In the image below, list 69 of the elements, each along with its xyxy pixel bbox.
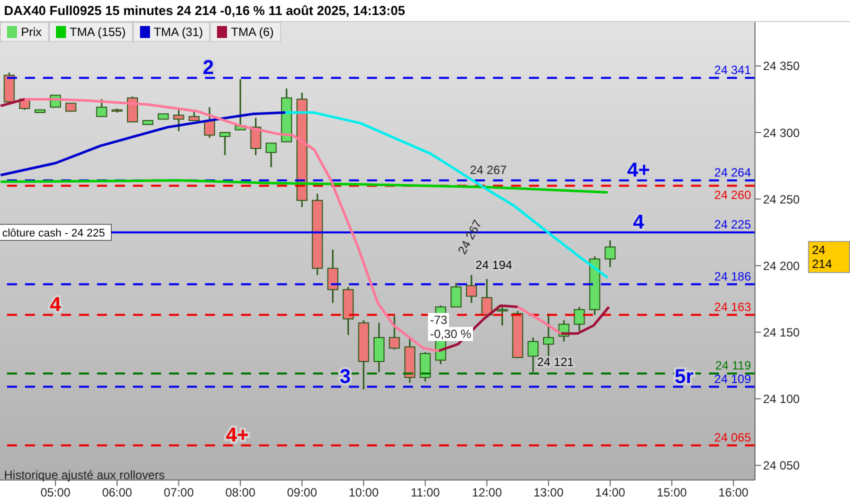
annotation: -73 [428, 313, 450, 327]
candlestick [173, 109, 184, 132]
candlestick [466, 274, 477, 304]
candlestick [574, 306, 585, 332]
candlestick [496, 304, 508, 326]
annotation: 4 [632, 211, 645, 234]
candlestick [528, 336, 539, 373]
y-tick-label: 24 200 [763, 258, 800, 273]
y-tick-label: 24 250 [763, 192, 800, 206]
candlestick [420, 351, 431, 382]
ref-line-label: 24 341 [714, 62, 752, 77]
ref-line-label: 24 225 [714, 217, 752, 232]
annotation: 2 [202, 56, 214, 79]
x-tick-label: 15:00 [656, 486, 688, 500]
legend-label: TMA (31) [154, 25, 204, 39]
x-tick-label: 06:00 [102, 486, 132, 500]
x-tick-label: 11:00 [410, 486, 440, 500]
candlestick [481, 278, 492, 318]
candlestick [219, 132, 230, 156]
candlestick [543, 312, 554, 358]
candlestick [266, 142, 277, 168]
ref-line-label: 24 264 [714, 165, 752, 180]
y-tick-label: 24 300 [763, 126, 800, 140]
annotation: 24 194 [475, 258, 513, 272]
y-tick-label: 24 050 [763, 458, 800, 473]
ref-line-label: 24 163 [714, 300, 752, 314]
x-tick-label: 05:00 [40, 486, 71, 500]
line-series [0, 111, 287, 176]
legend-label: TMA (155) [70, 25, 126, 39]
x-tick-label: 16:00 [718, 486, 749, 500]
candlestick [604, 240, 616, 268]
annotation: 24 267 [455, 218, 485, 257]
candlestick [388, 315, 400, 350]
x-tick-label: 08:00 [225, 486, 256, 500]
ref-line-label: 24 109 [714, 372, 752, 386]
annotation: 24 267 [470, 163, 507, 177]
annotation: 3 [340, 366, 351, 388]
annotation: 24 121 [537, 355, 574, 370]
text: 24 214 [808, 241, 850, 273]
ref-line-label: 24 119 [715, 358, 752, 372]
ref-line-label: 24 260 [714, 188, 752, 202]
y-tick-label: 24 100 [763, 392, 800, 406]
legend-label: Prix [21, 25, 42, 39]
line-series [284, 111, 609, 279]
x-tick-label: 14:00 [595, 486, 626, 500]
annotation: -0,30 % [428, 327, 474, 341]
candlestick [250, 117, 262, 156]
y-tick-label: 24 150 [763, 325, 800, 340]
x-tick-label: 12:00 [472, 486, 502, 500]
legend-label: TMA (6) [231, 25, 274, 39]
candlestick [374, 322, 385, 373]
candlestick [450, 282, 462, 308]
annotation: 4+ [226, 424, 249, 446]
line-series [0, 179, 609, 194]
x-tick-label: 10:00 [348, 486, 379, 500]
annotation: 5r [674, 366, 694, 388]
candlestick [96, 98, 108, 118]
annotation: 4 [50, 294, 62, 316]
x-tick-label: 07:00 [164, 486, 194, 500]
y-tick-label: 24 350 [763, 59, 800, 74]
ref-line-label: 24 065 [714, 430, 752, 444]
annotation: 4+ [627, 159, 650, 182]
candlestick [327, 248, 338, 304]
x-tick-label: 13:00 [534, 486, 564, 500]
x-tick-label: 09:00 [286, 486, 318, 500]
annotation: clôture cash - 24 225 [2, 227, 105, 240]
chart-title: DAX40 Full0925 15 minutes 24 214 -0,16 % 11 août 2025, 14:13:05 [0, 0, 850, 22]
ref-line-label: 24 186 [714, 269, 752, 284]
annotation: Historique ajusté aux rollovers [4, 468, 165, 482]
